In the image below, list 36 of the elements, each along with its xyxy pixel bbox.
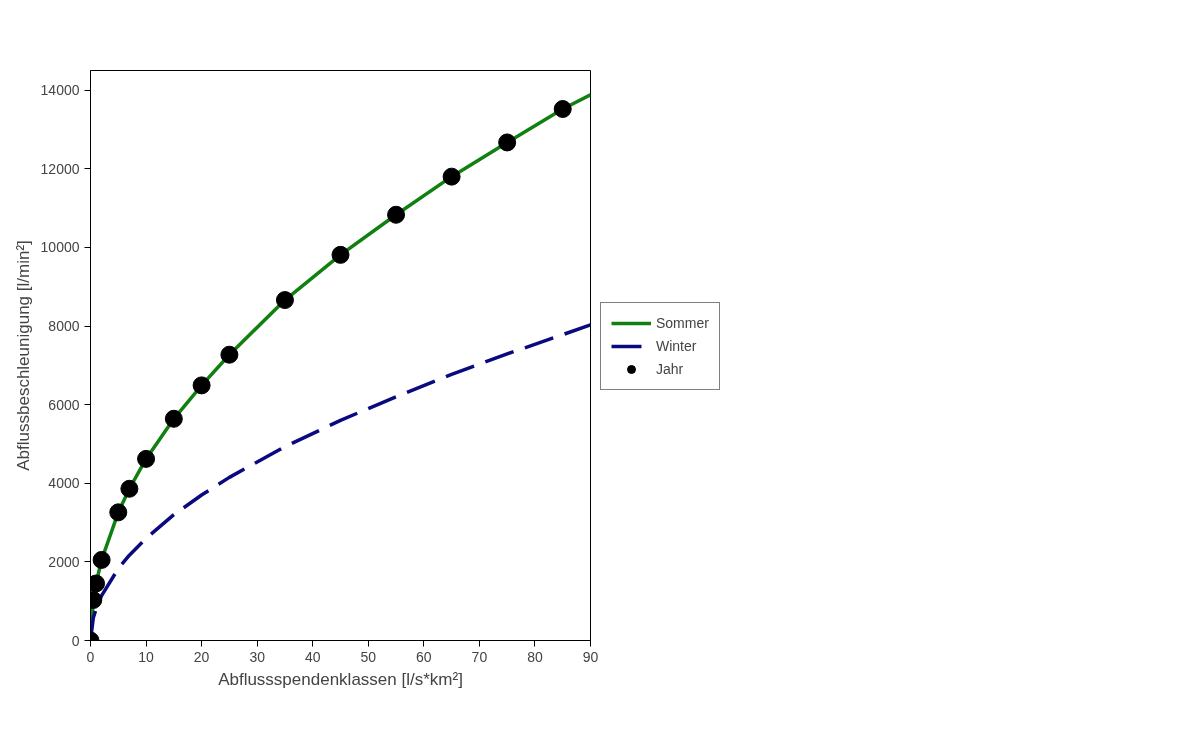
point	[498, 133, 517, 152]
y-tick-label: 8000	[48, 318, 80, 335]
y-tick-label: 14000	[40, 82, 80, 99]
legend-label: Sommer	[656, 315, 709, 331]
point	[109, 503, 128, 522]
x-tick-label: 50	[360, 648, 377, 665]
point	[442, 167, 461, 186]
legend-label: Winter	[656, 338, 697, 354]
point	[387, 205, 406, 224]
y-tick-label: 2000	[48, 553, 80, 570]
x-tick-label: 60	[416, 648, 432, 665]
legend-label: Jahr	[656, 361, 684, 377]
point	[331, 245, 350, 264]
y-axis-title: Abflussbeschleunigung [l/min²]	[13, 240, 33, 471]
x-tick-label: 20	[193, 648, 210, 665]
x-tick-label: 70	[471, 648, 488, 665]
x-tick-label: 90	[582, 648, 599, 665]
x-tick-label: 80	[527, 648, 543, 665]
x-tick-label: 40	[304, 648, 321, 665]
y-tick-label: 4000	[48, 475, 80, 492]
x-tick-label: 30	[249, 648, 266, 665]
y-tick-label: 12000	[40, 160, 80, 177]
point	[220, 345, 239, 364]
point	[192, 376, 211, 395]
y-tick-label: 0	[71, 632, 80, 649]
point	[120, 479, 139, 498]
point	[137, 449, 156, 468]
point	[275, 291, 294, 310]
x-tick-label: 0	[86, 648, 95, 665]
point	[164, 409, 183, 428]
x-axis-title: Abflussspendenklassen [l/s*km²]	[218, 669, 463, 689]
x-tick-label: 10	[138, 648, 155, 665]
y-tick-label: 10000	[40, 239, 80, 256]
y-tick-label: 6000	[48, 396, 80, 413]
point	[92, 550, 111, 569]
point	[553, 100, 572, 119]
